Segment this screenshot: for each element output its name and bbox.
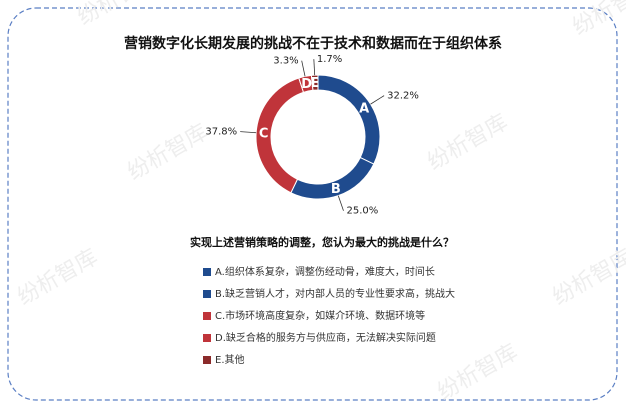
legend-swatch bbox=[203, 334, 211, 342]
legend-label: A.组织体系复杂，调整伤经动骨，难度大，时间长 bbox=[215, 265, 435, 278]
watermark: 纷析智库 bbox=[74, 0, 163, 30]
legend-swatch bbox=[203, 356, 211, 364]
chart-title: 营销数字化长期发展的挑战不在于技术和数据而在于组织体系 bbox=[124, 35, 502, 52]
watermark: 纷析智库 bbox=[549, 245, 626, 311]
leader-line bbox=[301, 60, 306, 77]
watermark: 纷析智库 bbox=[434, 340, 523, 406]
value-label: 3.3% bbox=[273, 56, 298, 67]
value-label: 32.2% bbox=[387, 91, 419, 102]
leader-line bbox=[240, 131, 257, 134]
legend-label: E.其他 bbox=[215, 353, 245, 366]
watermark: 纷析智库 bbox=[124, 120, 213, 186]
legend-swatch bbox=[203, 290, 211, 298]
value-label: 25.0% bbox=[346, 206, 378, 217]
watermark: 纷析智库 bbox=[424, 110, 513, 176]
segment-letter: D bbox=[301, 77, 312, 92]
value-label: 37.8% bbox=[205, 127, 237, 138]
subtitle: 实现上述营销策略的调整，您认为最大的挑战是什么？ bbox=[190, 235, 454, 249]
legend-swatch bbox=[203, 268, 211, 276]
leader-line bbox=[337, 195, 344, 211]
segment-letter: E bbox=[311, 76, 320, 91]
legend-label: C.市场环境高度复杂，如媒介环境、数据环境等 bbox=[215, 309, 425, 322]
segment-letter: B bbox=[331, 182, 341, 197]
frame bbox=[7, 7, 618, 401]
donut-segment bbox=[310, 74, 319, 91]
value-label: 1.7% bbox=[317, 54, 342, 65]
leader-line bbox=[313, 59, 316, 76]
watermark: 纷析智库 bbox=[14, 245, 103, 311]
leader-line bbox=[370, 95, 385, 105]
segment-letter: C bbox=[259, 127, 269, 142]
legend-swatch bbox=[203, 312, 211, 320]
segment-letter: A bbox=[359, 102, 369, 117]
legend-label: D.缺乏合格的服务方与供应商，无法解决实际问题 bbox=[215, 331, 436, 344]
donut-segment bbox=[317, 74, 381, 165]
legend-label: B.缺乏营销人才，对内部人员的专业性要求高，挑战大 bbox=[215, 287, 455, 300]
